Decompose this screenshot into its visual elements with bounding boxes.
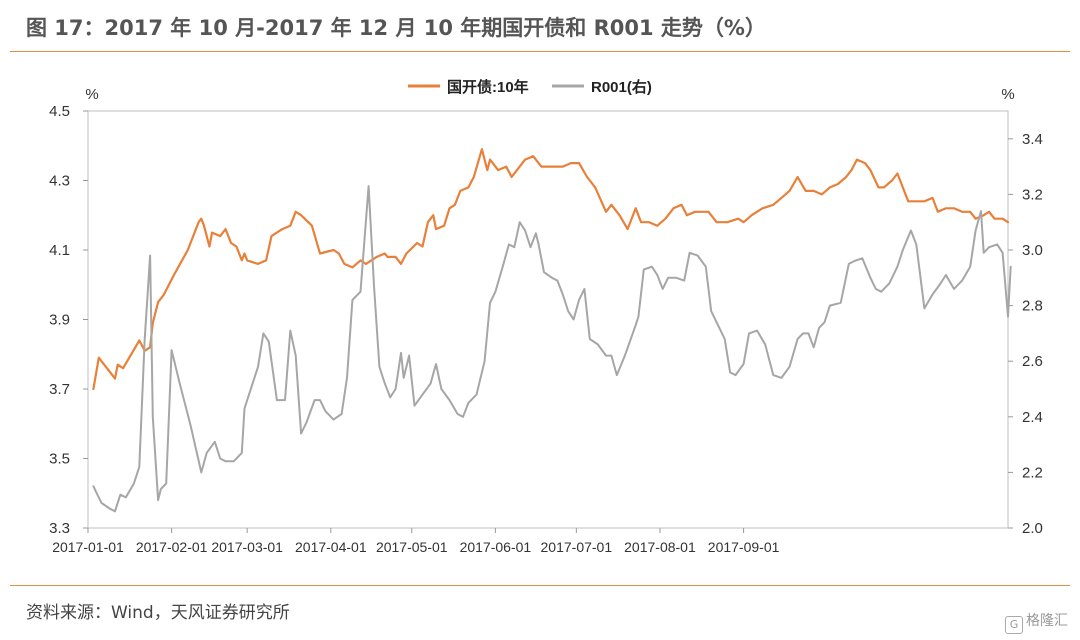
x-axis-tick-label: 2017-05-01: [376, 539, 448, 555]
chart-title: 图 17：2017 年 10 月-2017 年 12 月 10 年期国开债和 R…: [26, 16, 766, 40]
right-axis-tick-label: 2.8: [1022, 298, 1043, 315]
source-note: 资料来源：Wind，天风证券研究所: [26, 603, 290, 623]
right-axis-tick-label: 2.6: [1022, 353, 1043, 370]
watermark: G 格隆汇: [1005, 610, 1068, 634]
right-axis-tick-label: 2.0: [1022, 520, 1043, 537]
x-axis-tick-label: 2017-01-01: [52, 539, 124, 555]
line-chart: % % 国开债:10年 R001(右) 3.3 3.5 3.7 3.9 4.1 4.3 4.…: [49, 78, 1043, 555]
source-divider: [10, 585, 1070, 586]
series-line-r001: [92, 185, 1012, 513]
left-axis-tick-label: 4.1: [49, 242, 70, 259]
left-axis-tick-label: 4.5: [49, 103, 70, 120]
left-axis-tick-label: 3.3: [49, 520, 70, 537]
left-axis-tick-label: 3.5: [49, 451, 70, 468]
right-axis-tick-label: 3.0: [1022, 242, 1043, 259]
left-axis-tick-label: 3.9: [49, 312, 70, 329]
left-axis-tick-label: 3.7: [49, 381, 70, 398]
legend-label-gkz: 国开债:10年: [447, 78, 529, 96]
x-axis-tick-label: 2017-09-01: [708, 539, 780, 555]
left-axis-tick-label: 4.3: [49, 173, 70, 190]
right-axis-tick-label: 3.2: [1022, 186, 1043, 203]
title-divider: [10, 51, 1070, 52]
right-axis-tick-label: 3.4: [1022, 131, 1043, 148]
legend-label-r001: R001(右): [591, 78, 652, 96]
x-axis-tick-label: 2017-06-01: [460, 539, 532, 555]
series-line-gkz-10y: [92, 148, 1010, 391]
legend: 国开债:10年 R001(右): [408, 78, 652, 96]
watermark-logo-icon: G: [1005, 616, 1023, 634]
x-axis-tick-label: 2017-08-01: [624, 539, 696, 555]
x-axis-tick-label: 2017-02-01: [136, 539, 208, 555]
right-axis-tick-label: 2.2: [1022, 464, 1043, 481]
x-axis-tick-label: 2017-04-01: [295, 539, 367, 555]
x-axis-tick-label: 2017-07-01: [541, 539, 613, 555]
right-axis-unit: %: [1001, 86, 1014, 103]
left-axis-unit: %: [85, 86, 98, 103]
right-axis-tick-label: 2.4: [1022, 409, 1043, 426]
x-axis-tick-label: 2017-03-01: [211, 539, 283, 555]
watermark-text: 格隆汇: [1026, 613, 1068, 629]
plot-frame: [87, 110, 1009, 529]
